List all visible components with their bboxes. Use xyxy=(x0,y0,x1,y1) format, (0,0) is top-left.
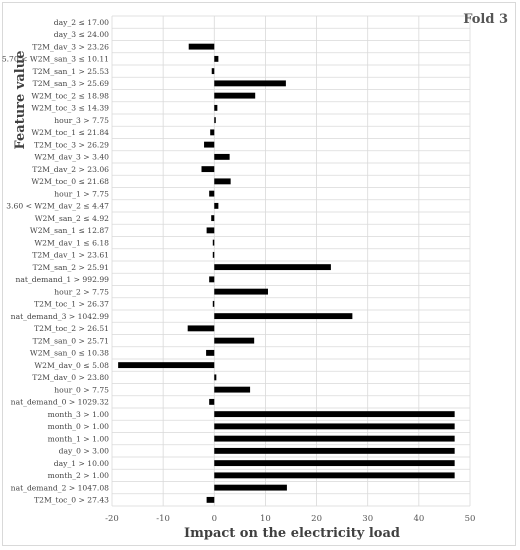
bar xyxy=(214,447,455,454)
bar xyxy=(211,215,215,222)
bar xyxy=(206,227,215,234)
y-tick-label: nat_demand_1 > 992.99 xyxy=(16,275,110,284)
chart-frame xyxy=(2,2,516,546)
y-tick-labels: day_2 ≤ 17.00 day_3 ≤ 24.00 T2M_dav_3 > 23… xyxy=(2,18,109,505)
y-tick-label: hour_1 > 7.75 xyxy=(54,189,109,198)
y-tick-label: T2M_toc_2 > 26.51 xyxy=(34,324,109,333)
y-tick-label: month_1 > 1.00 xyxy=(48,434,110,443)
gridlines xyxy=(111,15,471,507)
y-tick-label: nat_demand_2 > 1047.08 xyxy=(11,483,109,492)
bar xyxy=(214,153,230,160)
bar xyxy=(210,129,215,136)
bar xyxy=(211,68,215,75)
x-tick-label: 20 xyxy=(311,514,322,524)
bar xyxy=(214,313,353,320)
bar xyxy=(212,251,215,258)
bar xyxy=(214,337,255,344)
y-tick-label: month_3 > 1.00 xyxy=(48,410,110,419)
y-tick-label: T2M_dav_0 > 23.80 xyxy=(32,373,109,382)
bars xyxy=(118,43,455,503)
bar xyxy=(214,202,219,209)
bar xyxy=(201,166,215,173)
bar xyxy=(209,190,215,197)
bar xyxy=(214,411,455,418)
y-tick-label: T2M_san_3 > 25.69 xyxy=(33,79,110,88)
y-tick-label: W2M_toc_0 ≤ 21.68 xyxy=(31,177,109,186)
y-tick-label: W2M_toc_2 ≤ 18.98 xyxy=(31,91,109,100)
chart-title: Fold 3 xyxy=(463,12,508,27)
bar xyxy=(188,43,215,50)
y-tick-label: W2M_san_1 ≤ 12.87 xyxy=(30,226,109,235)
x-tick-labels: -20 -10 0 10 20 30 40 50 xyxy=(105,514,475,524)
bar xyxy=(214,435,455,442)
y-tick-label: day_2 ≤ 17.00 xyxy=(54,18,109,27)
x-tick-label: -10 xyxy=(156,514,170,524)
bar xyxy=(214,423,455,430)
y-tick-label: T2M_san_2 > 25.91 xyxy=(33,263,109,272)
y-tick-label: T2M_san_1 > 25.53 xyxy=(33,67,110,76)
bar xyxy=(206,349,215,356)
y-tick-label: nat_demand_3 > 1042.99 xyxy=(11,312,109,321)
bar xyxy=(214,55,219,62)
x-tick-label: 10 xyxy=(260,514,271,524)
bar xyxy=(214,264,331,271)
y-tick-label: T2M_dav_2 > 23.06 xyxy=(32,165,109,174)
y-tick-label: W2M_dav_0 ≤ 5.08 xyxy=(34,361,109,370)
y-tick-label: hour_2 > 7.75 xyxy=(54,287,109,296)
bar xyxy=(212,300,215,307)
y-tick-label: W2M_dav_1 ≤ 6.18 xyxy=(34,238,109,247)
bar xyxy=(206,496,215,503)
y-tick-label: month_0 > 1.00 xyxy=(48,422,110,431)
x-axis-title: Impact on the electricity load xyxy=(184,526,400,541)
y-tick-label: T2M_toc_3 > 26.29 xyxy=(34,140,109,149)
bar xyxy=(214,178,231,185)
y-tick-label: W2M_toc_3 ≤ 14.39 xyxy=(31,104,109,113)
y-tick-label: T2M_dav_3 > 23.26 xyxy=(32,42,109,51)
y-tick-label: month_2 > 1.00 xyxy=(48,471,110,480)
x-tick-label: -20 xyxy=(105,514,119,524)
bar xyxy=(214,117,216,124)
x-tick-label: 40 xyxy=(413,514,424,524)
bar xyxy=(209,398,215,405)
bar xyxy=(214,288,268,295)
y-tick-label: hour_3 > 7.75 xyxy=(54,116,109,125)
x-tick-label: 30 xyxy=(362,514,373,524)
x-tick-label: 50 xyxy=(465,514,476,524)
bar xyxy=(214,104,218,111)
bar xyxy=(187,325,215,332)
y-tick-label: day_3 ≤ 24.00 xyxy=(54,30,109,39)
y-axis-title: Feature value xyxy=(13,51,28,150)
bar xyxy=(214,386,251,393)
y-tick-label: W2M_toc_1 ≤ 21.84 xyxy=(31,128,109,137)
y-tick-label: hour_0 > 7.75 xyxy=(54,385,109,394)
bar xyxy=(209,276,215,283)
bar xyxy=(214,92,256,99)
bar xyxy=(212,239,215,246)
y-tick-label: day_1 > 10.00 xyxy=(54,459,109,468)
bar xyxy=(214,484,287,491)
bar xyxy=(214,460,455,467)
y-tick-label: W2M_san_0 ≤ 10.38 xyxy=(30,349,109,358)
y-tick-label: W2M_san_2 ≤ 4.92 xyxy=(35,214,109,223)
y-tick-label: T2M_toc_0 > 27.43 xyxy=(34,496,109,505)
x-tick-label: 0 xyxy=(212,514,217,524)
y-tick-label: W2M_dav_3 > 3.40 xyxy=(34,153,109,162)
y-tick-label: T2M_san_0 > 25.71 xyxy=(33,336,109,345)
y-tick-label: T2M_toc_1 > 26.37 xyxy=(34,300,109,309)
y-tick-label: 3.60 < W2M_dav_2 ≤ 4.47 xyxy=(6,202,109,211)
bar xyxy=(214,374,217,381)
bar xyxy=(118,362,215,369)
bar xyxy=(214,472,455,479)
bar xyxy=(204,141,215,148)
y-tick-label: T2M_dav_1 > 23.61 xyxy=(32,251,109,260)
bar xyxy=(214,80,286,87)
y-tick-label: nat_demand_0 > 1029.32 xyxy=(11,398,109,407)
y-tick-label: 5.70 < W2M_san_3 ≤ 10.11 xyxy=(2,55,109,64)
y-tick-label: day_0 > 3.00 xyxy=(59,447,110,456)
